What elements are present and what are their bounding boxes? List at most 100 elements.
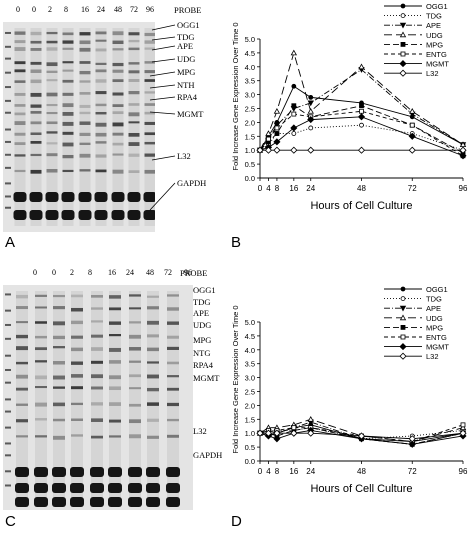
gel-band xyxy=(30,141,42,144)
gel-band xyxy=(109,307,121,311)
probe-header-c: PROBE xyxy=(180,268,208,278)
data-point xyxy=(290,146,298,154)
gel-band xyxy=(46,70,58,73)
probe-label: APE xyxy=(177,41,194,51)
probe-label: UDG xyxy=(177,54,196,64)
gel-band xyxy=(53,346,65,349)
ladder-band xyxy=(5,354,11,357)
series-line xyxy=(259,124,464,151)
chart-panel-d: 0.0 0.5 1.0 1.5 2.0 2.5 3.0 3.5 4.0 4.5 5.0 0 4 8 16 24… xyxy=(226,283,474,523)
series-line xyxy=(259,418,464,442)
gel-band xyxy=(71,386,83,390)
gel-band xyxy=(167,402,179,407)
gel-band xyxy=(129,321,141,324)
legend-label: L32 xyxy=(426,69,439,78)
ladder-band xyxy=(5,153,11,156)
probe-label: NTH xyxy=(177,80,195,90)
y-tick-label: 1.5 xyxy=(245,132,255,141)
gel-band xyxy=(71,374,83,378)
gel-lane xyxy=(35,291,47,504)
gel-band xyxy=(167,346,179,350)
gel-band-strong xyxy=(78,210,92,220)
gel-band xyxy=(167,321,179,325)
gel-band xyxy=(91,435,103,439)
gel-band xyxy=(129,434,141,439)
gel-band xyxy=(16,387,28,391)
gel-band xyxy=(109,295,121,299)
gel-band xyxy=(128,91,140,95)
ladder-band xyxy=(5,454,11,457)
gel-band xyxy=(109,375,121,380)
gel-band xyxy=(53,306,65,310)
gel-band xyxy=(35,321,47,324)
panel-letter-d: D xyxy=(231,513,242,530)
gel-band xyxy=(79,104,91,108)
gel-band xyxy=(62,142,74,147)
gel-band xyxy=(71,434,83,437)
gel-band xyxy=(129,307,141,310)
y-axis-label: Fold Increase Gene Expression Over Time … xyxy=(231,306,240,454)
data-point xyxy=(409,122,415,128)
gel-band xyxy=(46,103,58,107)
gel-band xyxy=(30,104,42,108)
gel-band xyxy=(30,153,42,157)
gel-band-strong xyxy=(78,192,92,202)
gel-band xyxy=(71,307,83,312)
x-tick-label: 72 xyxy=(408,467,417,476)
series-l32 xyxy=(256,429,467,443)
gel-band xyxy=(46,142,58,145)
data-point xyxy=(256,429,264,437)
ladder-band xyxy=(5,470,11,473)
gel-band xyxy=(46,121,58,125)
x-tick-label: 24 xyxy=(306,184,315,193)
ladder-band xyxy=(5,206,11,209)
data-point xyxy=(307,415,314,422)
gel-lane xyxy=(30,28,42,226)
probe-label: NTG xyxy=(193,348,211,358)
series-line xyxy=(259,427,464,440)
gel-band xyxy=(128,103,140,106)
gel-band xyxy=(46,92,58,97)
data-point xyxy=(359,103,364,109)
gel-lane xyxy=(95,28,107,226)
gel-band xyxy=(53,375,65,380)
gel-band xyxy=(167,387,179,391)
gel-band xyxy=(109,360,121,364)
gel-band xyxy=(30,92,42,97)
gel-band xyxy=(128,47,140,51)
gel-band xyxy=(144,32,156,37)
gel-band xyxy=(16,435,28,438)
data-point xyxy=(359,108,364,114)
gel-band-strong xyxy=(70,467,84,477)
gel-band xyxy=(35,402,47,407)
legend-label: UDG xyxy=(426,314,443,323)
gel-band xyxy=(62,47,74,50)
lane-label: 2 xyxy=(70,268,74,277)
data-point xyxy=(357,113,366,121)
gel-band xyxy=(147,374,159,379)
data-point xyxy=(291,111,297,117)
x-tick-label: 0 xyxy=(258,184,263,193)
gel-band xyxy=(147,295,159,298)
data-point xyxy=(408,146,416,154)
gel-band xyxy=(167,294,179,297)
gel-band-strong xyxy=(34,467,48,477)
data-point xyxy=(291,83,297,89)
legend-label: MPG xyxy=(426,323,443,332)
data-point xyxy=(459,146,467,154)
gel-band-strong xyxy=(29,192,43,202)
gel-band xyxy=(128,170,140,174)
probe-label: MPG xyxy=(193,335,212,345)
gel-band xyxy=(112,122,124,127)
ladder-band xyxy=(5,381,11,384)
probe-leader-line xyxy=(151,45,176,51)
gel-band xyxy=(129,403,141,407)
data-point xyxy=(400,13,406,19)
panel-letter-b: B xyxy=(231,234,242,251)
data-point xyxy=(399,314,407,321)
gel-band-strong xyxy=(52,497,66,507)
chart-panel-b: 0.0 0.5 1.0 1.5 2.0 2.5 3.0 3.5 4.0 4.5 5.0 0 4 8 16 24… xyxy=(226,0,474,240)
gel-band-strong xyxy=(128,483,142,493)
gel-panel-c xyxy=(3,285,193,510)
data-point xyxy=(359,122,364,128)
